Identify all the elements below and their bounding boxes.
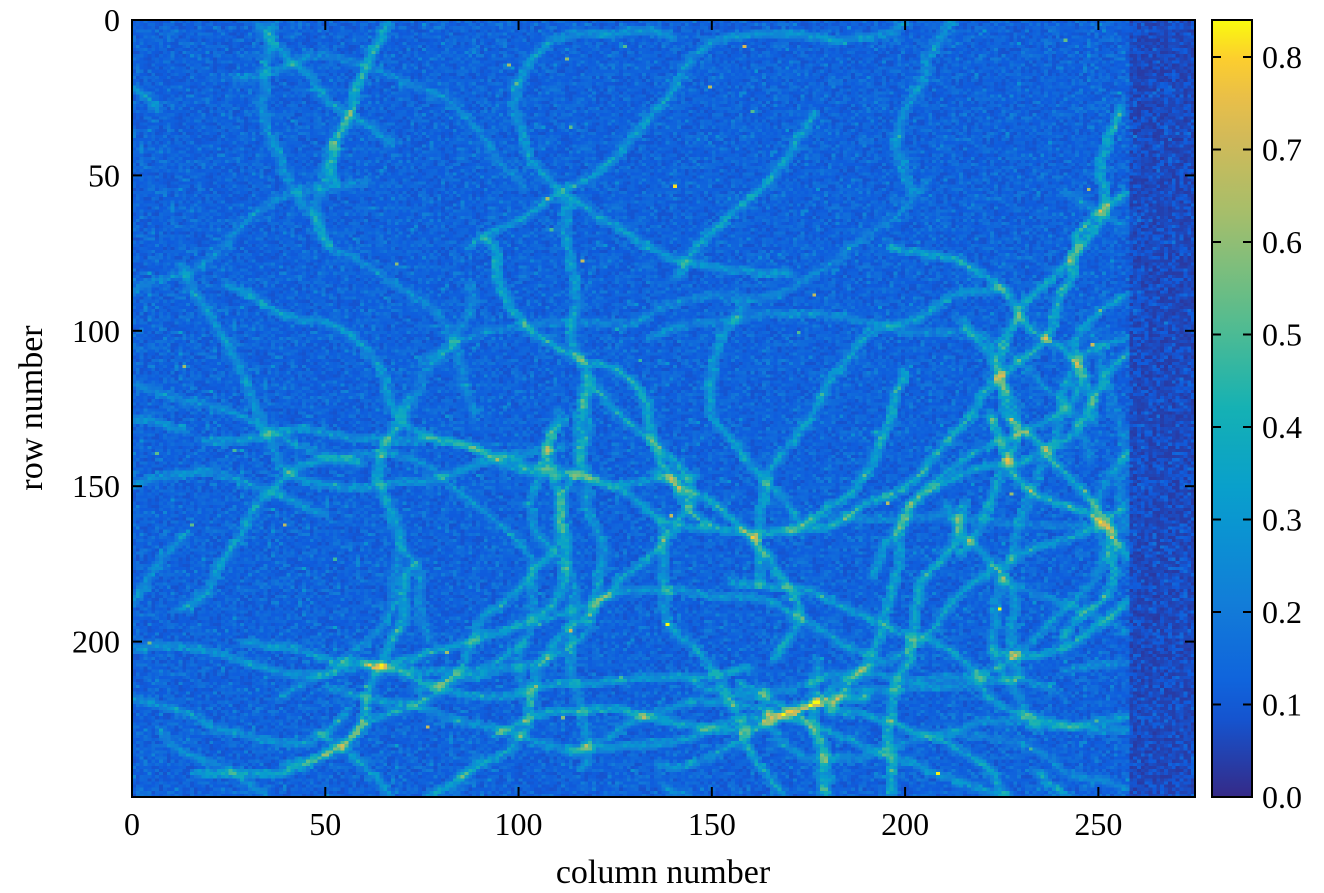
x-tick-label: 250 <box>1074 806 1122 842</box>
x-axis-label: column number <box>556 854 771 891</box>
colorbar-tick-label: 0.5 <box>1262 317 1302 353</box>
y-axis-ticks: 0 50 100 150 200 <box>72 2 1195 660</box>
colorbar-frame <box>1211 19 1253 798</box>
colorbar-tick-label: 0.7 <box>1262 132 1302 168</box>
y-tick-label: 200 <box>72 624 120 660</box>
colorbar-tick-label: 0.4 <box>1262 409 1302 445</box>
colorbar-tick-label: 0.0 <box>1262 779 1302 815</box>
x-tick-label: 100 <box>495 806 543 842</box>
x-tick-label: 50 <box>309 806 341 842</box>
colorbar-ticks: 0.0 0.1 0.2 0.3 0.4 0.5 0.6 0.7 0.8 <box>1212 39 1302 815</box>
x-axis-ticks: 0 50 100 150 200 250 <box>124 20 1122 842</box>
colorbar-tick-label: 0.6 <box>1262 224 1302 260</box>
plot-frame <box>131 19 1196 798</box>
heatmap-plot-area <box>131 19 1196 798</box>
colorbar-tick-label: 0.8 <box>1262 39 1302 75</box>
colorbar-tick-label: 0.1 <box>1262 687 1302 723</box>
y-tick-label: 50 <box>88 157 120 193</box>
colorbar-tick-label: 0.3 <box>1262 502 1302 538</box>
y-axis-label: row number <box>13 325 50 491</box>
colorbar: 0.0 0.1 0.2 0.3 0.4 0.5 0.6 0.7 0.8 <box>1211 19 1302 815</box>
x-tick-label: 150 <box>688 806 736 842</box>
y-tick-label: 0 <box>104 2 120 38</box>
heatmap-image <box>132 20 1195 797</box>
y-tick-label: 150 <box>72 468 120 504</box>
colorbar-gradient <box>1212 20 1252 797</box>
x-tick-label: 200 <box>881 806 929 842</box>
y-tick-label: 100 <box>72 313 120 349</box>
colorbar-tick-label: 0.2 <box>1262 594 1302 630</box>
x-tick-label: 0 <box>124 806 140 842</box>
